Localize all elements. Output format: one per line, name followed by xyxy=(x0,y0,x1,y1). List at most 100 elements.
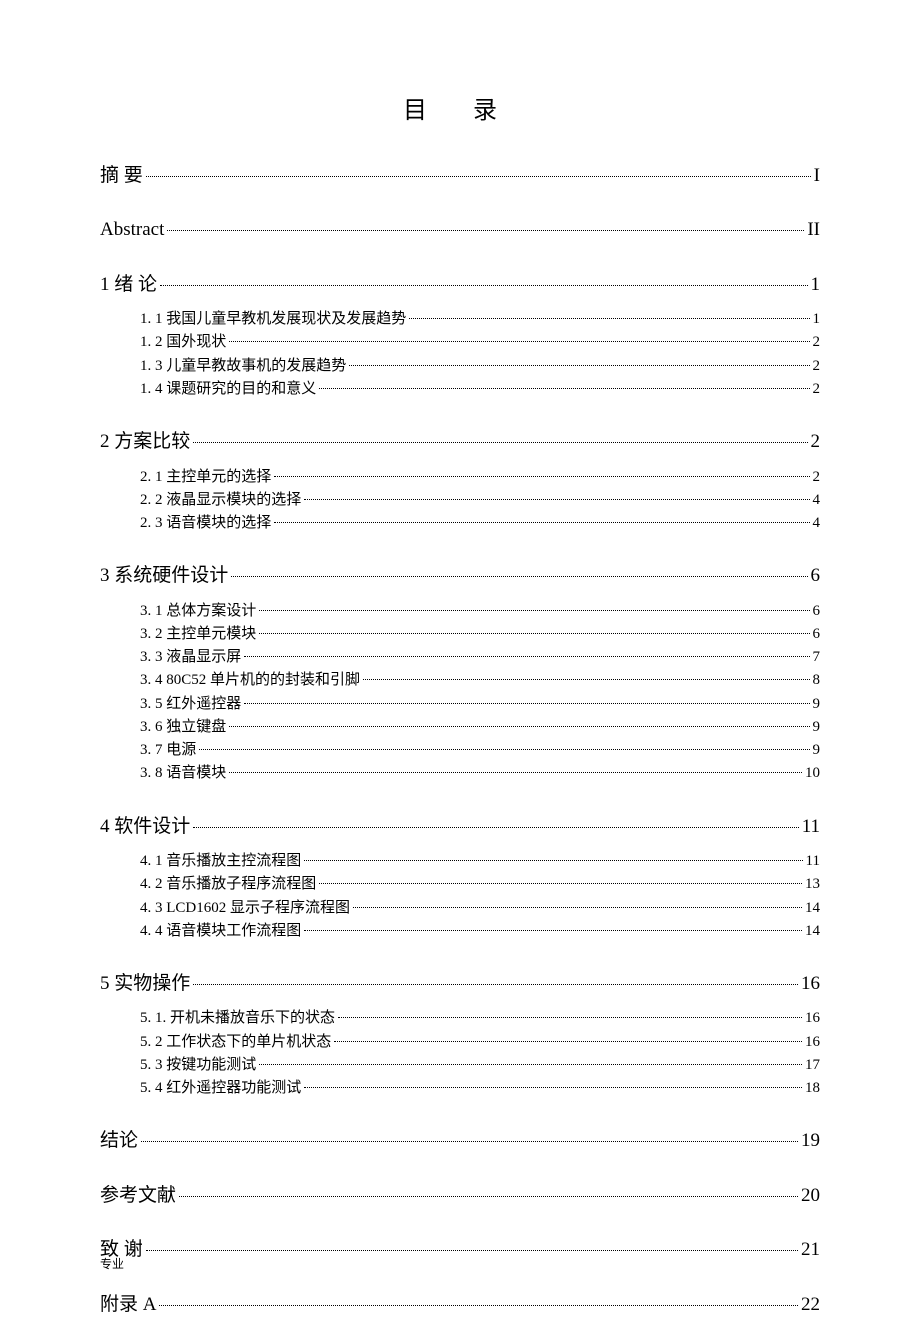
toc-entry-level1: 附录 A 22 xyxy=(100,1290,820,1320)
toc-entry-page: 8 xyxy=(813,669,821,692)
toc-entry-level2: 5. 4 红外遥控器功能测试 18 xyxy=(140,1077,820,1100)
toc-entry-page: 4 xyxy=(813,489,821,512)
toc-entry-label: 5. 4 红外遥控器功能测试 xyxy=(140,1077,301,1100)
toc-leader-dots xyxy=(334,1041,802,1042)
toc-entry-level1: 摘 要I xyxy=(100,161,820,191)
toc-leader-dots xyxy=(319,883,802,884)
toc-entry-label: 4. 3 LCD1602 显示子程序流程图 xyxy=(140,897,350,920)
toc-leader-dots xyxy=(146,176,811,177)
toc-entry-page: 7 xyxy=(813,646,821,669)
toc-leader-dots xyxy=(274,476,809,477)
toc-entry-label: 4. 2 音乐播放子程序流程图 xyxy=(140,873,316,896)
toc-leader-dots xyxy=(229,772,802,773)
toc-entry-level2: 3. 6 独立键盘9 xyxy=(140,716,820,739)
toc-entry-page: 22 xyxy=(801,1290,820,1320)
toc-entry-level2: 3. 4 80C52 单片机的的封装和引脚 8 xyxy=(140,669,820,692)
toc-leader-dots xyxy=(304,499,809,500)
toc-entry-label: 结论 xyxy=(100,1126,138,1156)
toc-entry-level2: 4. 1 音乐播放主控流程图 11 xyxy=(140,850,820,873)
toc-entry-page: 19 xyxy=(801,1126,820,1156)
toc-entry-level2: 1. 1 我国儿童早教机发展现状及发展趋势 1 xyxy=(140,308,820,331)
toc-entry-level1: 参考文献 20 xyxy=(100,1181,820,1211)
toc-leader-dots xyxy=(167,230,804,231)
toc-entry-level2: 5. 1. 开机未播放音乐下的状态16 xyxy=(140,1007,820,1030)
toc-entry-page: 6 xyxy=(811,561,821,591)
toc-entry-page: 11 xyxy=(802,812,820,842)
toc-entry-label: 5 实物操作 xyxy=(100,969,190,999)
toc-entry-label: 3. 5 红外遥控器 xyxy=(140,693,241,716)
toc-leader-dots xyxy=(193,442,807,443)
toc-entry-level2: 4. 4 语音模块工作流程图14 xyxy=(140,920,820,943)
toc-entry-label: 1. 4 课题研究的目的和意义 xyxy=(140,378,316,401)
toc-entry-page: 9 xyxy=(813,716,821,739)
toc-leader-dots xyxy=(141,1141,798,1142)
toc-leader-dots xyxy=(244,703,809,704)
toc-entry-level1: 1 绪 论1 xyxy=(100,270,820,300)
toc-entry-level2: 1. 2 国外现状 2 xyxy=(140,331,820,354)
toc-entry-label: 4 软件设计 xyxy=(100,812,190,842)
toc-entry-label: 4. 1 音乐播放主控流程图 xyxy=(140,850,301,873)
toc-entry-level1: 4 软件设计 11 xyxy=(100,812,820,842)
toc-leader-dots xyxy=(304,860,802,861)
toc-entry-level2: 5. 3 按键功能测试17 xyxy=(140,1054,820,1077)
toc-entry-label: 附录 A xyxy=(100,1290,156,1320)
toc-entry-page: 2 xyxy=(813,355,821,378)
toc-leader-dots xyxy=(231,576,807,577)
footer-label: 专业 xyxy=(100,1255,124,1272)
toc-entry-label: 1. 2 国外现状 xyxy=(140,331,226,354)
toc-entry-level2: 4. 3 LCD1602 显示子程序流程图 14 xyxy=(140,897,820,920)
toc-entry-page: I xyxy=(814,161,820,191)
toc-entry-page: 10 xyxy=(805,762,820,785)
toc-entry-page: II xyxy=(807,215,820,245)
toc-entry-page: 1 xyxy=(813,308,821,331)
toc-entry-page: 16 xyxy=(805,1031,820,1054)
toc-leader-dots xyxy=(349,365,809,366)
toc-entry-label: 1 绪 论 xyxy=(100,270,157,300)
toc-entry-page: 14 xyxy=(805,897,820,920)
toc-entry-label: Abstract xyxy=(100,215,164,245)
toc-entry-label: 1. 3 儿童早教故事机的发展趋势 xyxy=(140,355,346,378)
toc-entry-label: 3. 1 总体方案设计 xyxy=(140,600,256,623)
toc-entry-level1: 2 方案比较2 xyxy=(100,427,820,457)
toc-leader-dots xyxy=(244,656,809,657)
toc-entry-level1: Abstract II xyxy=(100,215,820,245)
toc-entry-page: 20 xyxy=(801,1181,820,1211)
toc-entry-label: 3. 7 电源 xyxy=(140,739,196,762)
toc-leader-dots xyxy=(259,1064,802,1065)
toc-entry-level2: 3. 3 液晶显示屏7 xyxy=(140,646,820,669)
toc-entry-page: 2 xyxy=(813,331,821,354)
toc-entry-label: 2. 3 语音模块的选择 xyxy=(140,512,271,535)
toc-leader-dots xyxy=(409,318,809,319)
toc-entry-page: 11 xyxy=(806,850,820,873)
toc-entry-level1: 3 系统硬件设计 6 xyxy=(100,561,820,591)
toc-entry-page: 18 xyxy=(805,1077,820,1100)
toc-entry-label: 摘 要 xyxy=(100,161,143,191)
toc-entry-level2: 2. 2 液晶显示模块的选择4 xyxy=(140,489,820,512)
toc-leader-dots xyxy=(193,984,798,985)
toc-entry-level1: 致 谢21 xyxy=(100,1235,820,1265)
toc-entry-label: 2. 1 主控单元的选择 xyxy=(140,466,271,489)
toc-entry-page: 4 xyxy=(813,512,821,535)
toc-entry-level2: 3. 2 主控单元模块6 xyxy=(140,623,820,646)
toc-entry-page: 16 xyxy=(801,969,820,999)
toc-entry-label: 参考文献 xyxy=(100,1181,176,1211)
toc-entry-label: 3. 4 80C52 单片机的的封装和引脚 xyxy=(140,669,360,692)
toc-entry-label: 1. 1 我国儿童早教机发展现状及发展趋势 xyxy=(140,308,406,331)
toc-entry-level2: 5. 2 工作状态下的单片机状态16 xyxy=(140,1031,820,1054)
toc-entry-page: 14 xyxy=(805,920,820,943)
toc-leader-dots xyxy=(199,749,809,750)
toc-entry-label: 5. 1. 开机未播放音乐下的状态 xyxy=(140,1007,335,1030)
toc-entry-page: 13 xyxy=(805,873,820,896)
toc-entry-page: 2 xyxy=(813,466,821,489)
toc-leader-dots xyxy=(159,1305,798,1306)
toc-entry-label: 3 系统硬件设计 xyxy=(100,561,228,591)
toc-leader-dots xyxy=(319,388,809,389)
toc-leader-dots xyxy=(363,679,809,680)
toc-leader-dots xyxy=(259,610,809,611)
toc-title: 目 录 xyxy=(100,90,820,125)
toc-entry-label: 3. 2 主控单元模块 xyxy=(140,623,256,646)
toc-entry-level2: 3. 8 语音模块10 xyxy=(140,762,820,785)
toc-entry-level2: 3. 1 总体方案设计6 xyxy=(140,600,820,623)
toc-leader-dots xyxy=(304,930,802,931)
toc-leader-dots xyxy=(179,1196,798,1197)
